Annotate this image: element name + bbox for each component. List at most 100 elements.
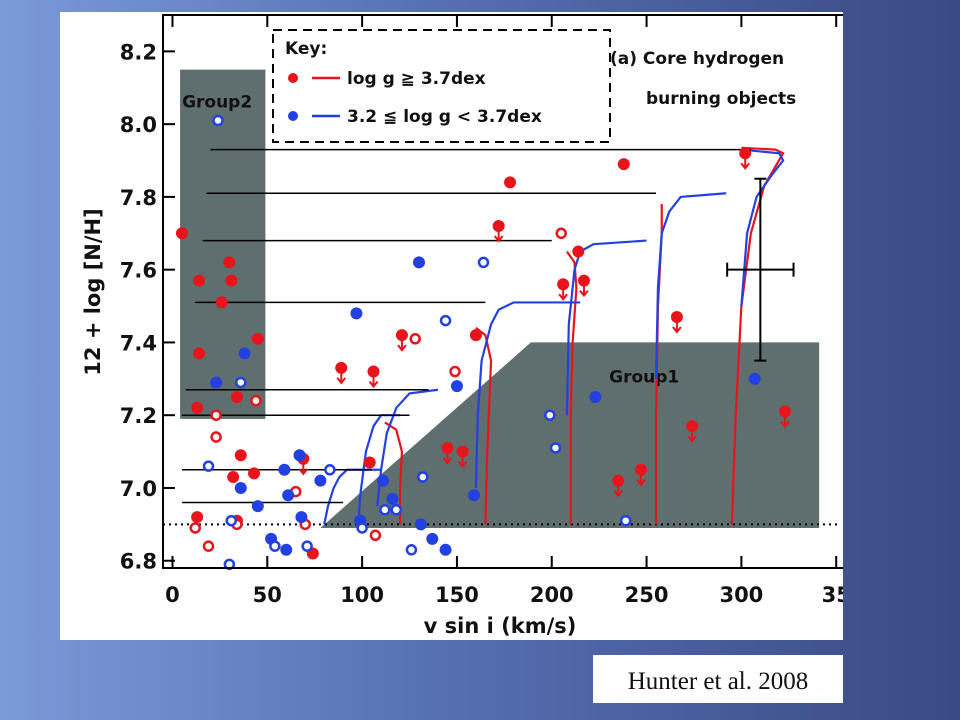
caption: Hunter et al. 2008	[628, 668, 809, 695]
point	[369, 529, 382, 542]
legend-label: 3.2 ≦ log g < 3.7dex	[347, 107, 542, 127]
point	[223, 256, 236, 269]
y-tick-label: 7.0	[120, 477, 157, 501]
point	[468, 489, 481, 502]
x-tick-label: 100	[340, 583, 384, 607]
point	[544, 409, 556, 421]
point	[492, 220, 505, 233]
point	[439, 543, 452, 556]
point	[280, 543, 293, 556]
point	[191, 401, 204, 414]
y-tick-label: 7.6	[120, 259, 157, 283]
point	[234, 481, 247, 494]
point	[210, 409, 222, 421]
annotation: (a) Core hydrogen	[610, 49, 784, 69]
x-tick-label: 150	[435, 583, 479, 607]
point	[202, 540, 215, 552]
point	[390, 504, 403, 516]
point	[210, 376, 223, 389]
point	[191, 511, 204, 524]
point	[441, 441, 454, 454]
point	[202, 460, 215, 472]
point	[235, 376, 247, 389]
limit-arrow	[442, 452, 453, 465]
point	[589, 391, 602, 404]
point	[414, 518, 427, 531]
x-tick-label: 250	[625, 583, 669, 607]
point	[335, 361, 348, 374]
legend-title: Key:	[285, 39, 327, 59]
plot: Group2 Group1 0 50 100 150 200 250 300 35 6.8 7.0 7.…	[81, 14, 851, 638]
track	[384, 421, 404, 525]
limit-arrow	[336, 372, 347, 385]
limit-arrow	[780, 416, 790, 429]
limit-arrow	[493, 231, 504, 243]
axes-frame	[162, 14, 843, 569]
limit-arrow	[457, 456, 468, 469]
point	[175, 227, 188, 240]
point	[739, 147, 752, 160]
x-tick-label: 35	[822, 583, 851, 607]
point	[248, 467, 261, 480]
point	[439, 314, 452, 327]
y-tick-label: 6.8	[120, 550, 157, 574]
point	[234, 449, 247, 462]
point	[417, 471, 429, 483]
track	[475, 327, 493, 525]
x-tick-label: 0	[165, 583, 180, 607]
point	[577, 274, 590, 287]
x-tick-label: 300	[719, 583, 763, 607]
point	[779, 405, 792, 418]
region-label: Group1	[609, 367, 679, 387]
point	[572, 245, 585, 258]
point	[250, 394, 262, 407]
point	[230, 391, 243, 404]
point	[748, 372, 761, 385]
point	[210, 431, 222, 443]
point	[409, 333, 421, 345]
track	[654, 192, 727, 379]
limit-arrow	[579, 285, 589, 298]
point	[251, 500, 264, 513]
annotation: burning objects	[646, 89, 796, 109]
y-axis-label: 12 + log [N/H]	[81, 208, 105, 375]
track	[730, 146, 785, 525]
limit-arrow	[558, 289, 568, 301]
caption-box	[593, 655, 843, 703]
point	[282, 489, 295, 502]
limit-arrow	[672, 321, 682, 334]
point	[212, 114, 224, 127]
x-tick-label: 50	[253, 583, 282, 607]
point	[314, 474, 327, 487]
point	[549, 442, 562, 454]
point	[238, 347, 251, 360]
limit-arrow	[397, 340, 407, 352]
point	[555, 227, 567, 240]
point	[413, 256, 426, 269]
limit-arrow	[298, 463, 309, 476]
region-label: Group2	[182, 93, 252, 113]
point	[670, 310, 683, 323]
point	[456, 445, 469, 458]
point	[363, 456, 376, 469]
y-tick-label: 8.0	[120, 113, 157, 137]
point	[469, 329, 482, 342]
limit-arrow	[368, 376, 379, 389]
point	[617, 158, 630, 171]
y-tick-label: 7.2	[120, 404, 157, 428]
point	[395, 329, 408, 342]
y-tick-label: 7.4	[120, 331, 157, 355]
point	[215, 296, 228, 309]
point	[193, 274, 206, 287]
point	[225, 274, 238, 287]
x-tick-label: 200	[530, 583, 574, 607]
y-tick-label: 8.2	[120, 40, 157, 64]
point	[225, 514, 238, 527]
point	[269, 540, 281, 552]
point	[379, 504, 391, 516]
legend-box	[272, 29, 611, 143]
y-tick-label: 7.8	[120, 186, 157, 210]
point	[450, 380, 463, 393]
